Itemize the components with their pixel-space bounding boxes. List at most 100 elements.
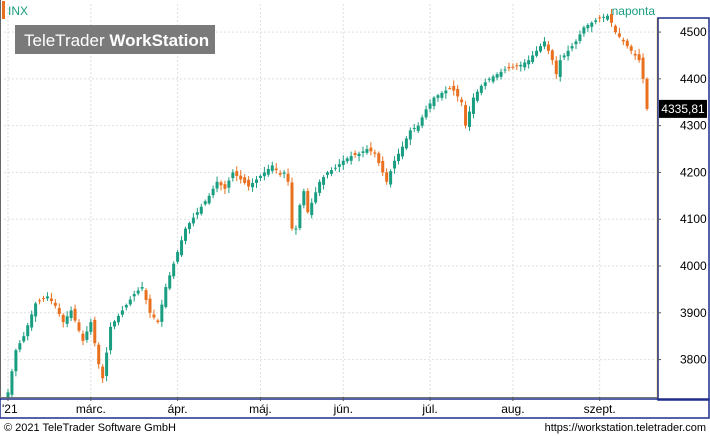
candle-18[interactable]	[77, 319, 81, 333]
candle-60[interactable]	[243, 174, 247, 185]
candle-38[interactable]	[156, 318, 160, 324]
candle-105[interactable]	[420, 114, 424, 129]
candle-160[interactable]	[637, 48, 641, 63]
candle-17[interactable]	[73, 304, 77, 323]
candle-47[interactable]	[191, 213, 195, 227]
candle-116[interactable]	[464, 101, 468, 129]
candle-62[interactable]	[251, 178, 255, 192]
candle-151[interactable]	[602, 13, 606, 23]
candle-99[interactable]	[397, 148, 400, 165]
candle-122[interactable]	[487, 77, 491, 83]
candle-86[interactable]	[345, 156, 349, 164]
candle-51[interactable]	[207, 193, 211, 205]
candle-71[interactable]	[286, 168, 290, 186]
candle-100[interactable]	[400, 141, 404, 160]
candle-97[interactable]	[389, 169, 393, 188]
candle-3[interactable]	[18, 340, 22, 353]
candle-136[interactable]	[542, 36, 546, 50]
candle-83[interactable]	[333, 164, 337, 171]
candle-137[interactable]	[546, 41, 550, 55]
candle-66[interactable]	[266, 164, 270, 177]
candle-24[interactable]	[101, 364, 105, 383]
candle-52[interactable]	[211, 185, 215, 199]
candle-158[interactable]	[629, 44, 633, 55]
candle-77[interactable]	[310, 198, 314, 219]
candle-155[interactable]	[617, 27, 621, 39]
candle-113[interactable]	[452, 80, 456, 96]
candle-68[interactable]	[274, 163, 278, 174]
candle-96[interactable]	[385, 168, 389, 185]
candle-112[interactable]	[448, 85, 452, 90]
candle-10[interactable]	[45, 292, 49, 302]
candles[interactable]	[6, 9, 649, 401]
candle-87[interactable]	[349, 151, 353, 165]
candle-91[interactable]	[365, 145, 369, 155]
candle-121[interactable]	[483, 78, 487, 90]
candle-7[interactable]	[34, 301, 38, 322]
footer-link[interactable]: https://workstation.teletrader.com	[545, 422, 706, 434]
candle-41[interactable]	[168, 271, 172, 291]
candle-85[interactable]	[341, 155, 345, 170]
candle-76[interactable]	[306, 188, 310, 214]
candle-42[interactable]	[172, 261, 176, 279]
candle-118[interactable]	[471, 93, 475, 119]
candle-72[interactable]	[290, 177, 294, 231]
candle-154[interactable]	[613, 24, 617, 35]
candle-30[interactable]	[124, 303, 128, 311]
candle-57[interactable]	[231, 169, 235, 182]
candle-69[interactable]	[278, 170, 282, 177]
candle-162[interactable]	[645, 77, 649, 111]
candle-109[interactable]	[436, 93, 440, 102]
candle-139[interactable]	[554, 56, 558, 79]
candle-145[interactable]	[578, 30, 582, 44]
candle-148[interactable]	[590, 21, 594, 33]
candle-157[interactable]	[625, 38, 629, 49]
symbol-label[interactable]: INX	[8, 4, 28, 18]
candle-150[interactable]	[598, 15, 602, 23]
candle-128[interactable]	[511, 63, 515, 70]
candle-135[interactable]	[539, 43, 542, 53]
candle-20[interactable]	[85, 326, 89, 343]
candle-140[interactable]	[558, 54, 562, 82]
candle-103[interactable]	[412, 123, 416, 132]
candle-75[interactable]	[302, 188, 306, 209]
candle-149[interactable]	[594, 17, 598, 25]
candle-80[interactable]	[322, 175, 326, 190]
candle-53[interactable]	[215, 176, 219, 193]
candle-35[interactable]	[144, 288, 148, 305]
candle-15[interactable]	[65, 311, 69, 328]
candle-46[interactable]	[187, 221, 191, 234]
candle-130[interactable]	[519, 61, 523, 72]
candle-13[interactable]	[57, 303, 61, 317]
candle-6[interactable]	[30, 310, 34, 331]
candle-14[interactable]	[61, 313, 65, 328]
candle-93[interactable]	[373, 149, 377, 158]
candle-88[interactable]	[353, 150, 357, 158]
candle-25[interactable]	[105, 347, 109, 382]
candle-5[interactable]	[26, 322, 30, 341]
candle-54[interactable]	[219, 180, 223, 191]
candle-144[interactable]	[574, 39, 578, 49]
candle-123[interactable]	[491, 74, 495, 84]
candle-79[interactable]	[318, 179, 322, 196]
candle-2[interactable]	[14, 348, 18, 377]
candle-95[interactable]	[381, 156, 385, 177]
candle-84[interactable]	[337, 159, 341, 173]
candle-37[interactable]	[152, 309, 156, 320]
candle-82[interactable]	[329, 167, 333, 177]
candle-143[interactable]	[570, 42, 574, 52]
candle-146[interactable]	[582, 25, 586, 37]
candle-141[interactable]	[562, 53, 566, 60]
candle-152[interactable]	[606, 13, 610, 21]
candle-22[interactable]	[93, 316, 97, 347]
candle-28[interactable]	[116, 313, 120, 326]
candle-8[interactable]	[38, 298, 42, 305]
candle-48[interactable]	[195, 207, 199, 219]
candle-156[interactable]	[621, 37, 625, 46]
candle-65[interactable]	[262, 166, 266, 181]
candle-23[interactable]	[97, 342, 101, 369]
candle-11[interactable]	[49, 293, 53, 305]
candle-39[interactable]	[160, 299, 164, 327]
candle-21[interactable]	[89, 318, 93, 336]
